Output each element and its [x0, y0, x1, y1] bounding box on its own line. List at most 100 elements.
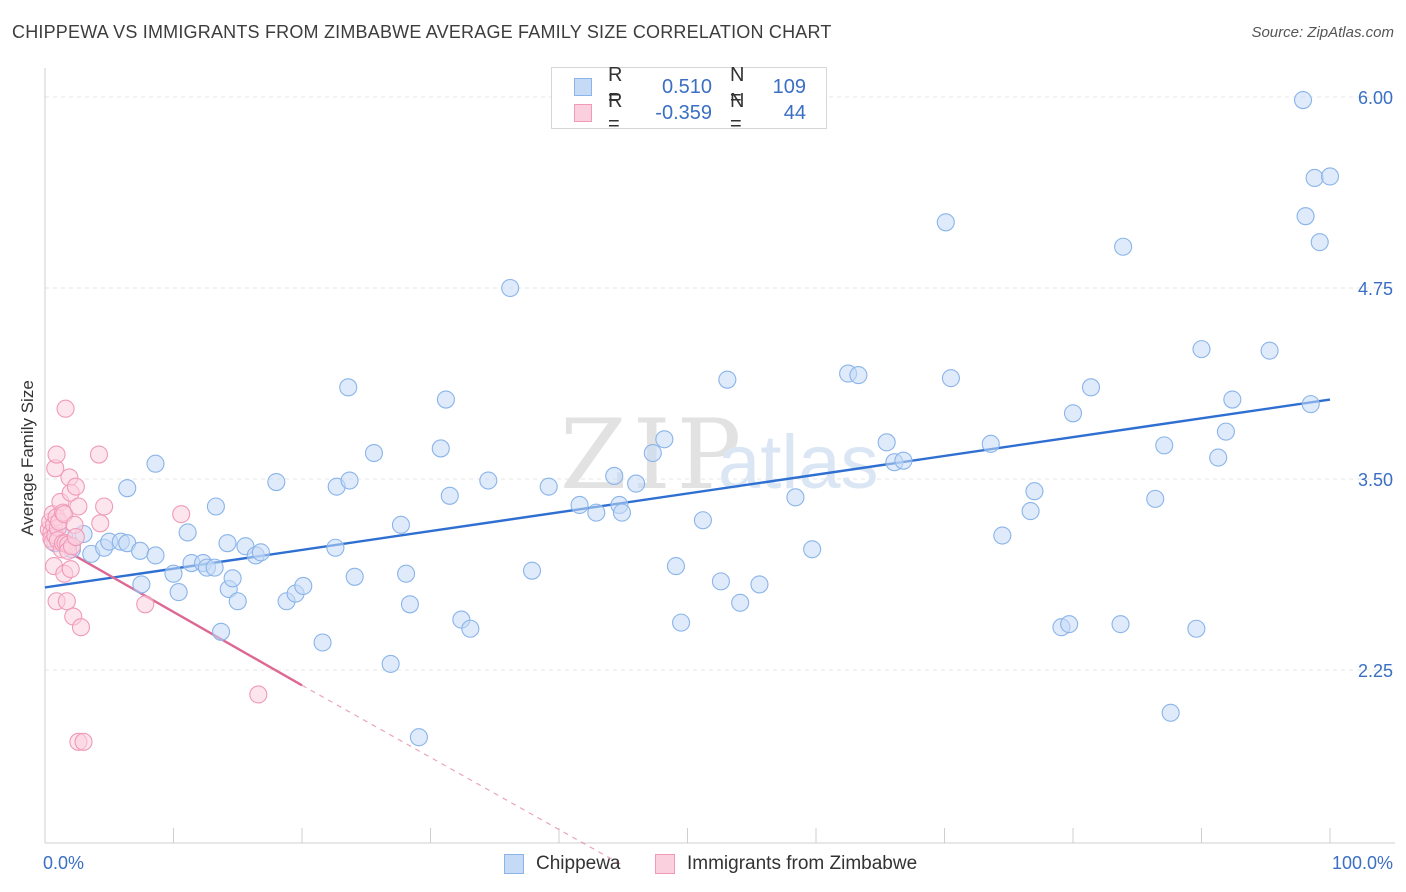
chippewa-point [409, 728, 428, 747]
chippewa-point [1111, 615, 1130, 634]
chippewa-point [1146, 489, 1165, 508]
chippewa-point [1301, 395, 1320, 414]
chippewa-point [364, 443, 384, 463]
chippewa-point [666, 557, 685, 576]
legend-item-chippewa[interactable]: Chippewa [504, 852, 621, 876]
chippewa-point [501, 278, 520, 298]
zimbabwe-point [172, 505, 191, 524]
stats-row-chippewa: R = 0.510 N = 109 [574, 64, 806, 109]
chippewa-point [786, 488, 805, 507]
chippewa-point [711, 572, 730, 591]
y-tick-label: 6.00 [1358, 88, 1393, 108]
n-value: 109 [772, 75, 806, 98]
chippewa-point [1209, 448, 1228, 467]
chippewa-point [294, 576, 313, 596]
chippewa-point [1155, 436, 1174, 455]
data-points [39, 91, 1340, 751]
chippewa-point [1187, 619, 1206, 638]
n-label: N = [730, 90, 745, 135]
chippewa-point [731, 593, 750, 612]
zimbabwe-legend-label: Immigrants from Zimbabwe [687, 853, 918, 874]
zimbabwe-trend-extension [301, 684, 624, 867]
chippewa-point [539, 477, 558, 496]
y-tick-label: 3.50 [1358, 470, 1393, 490]
zimbabwe-point [66, 477, 85, 496]
chippewa-point [1063, 404, 1083, 423]
chippewa-point [146, 454, 165, 473]
y-tick-labels: 2.25 3.50 4.75 6.00 [1358, 88, 1393, 681]
chippewa-point [941, 369, 960, 388]
chippewa-point [1296, 207, 1315, 226]
chippewa-point [627, 474, 646, 493]
chippewa-point [400, 595, 419, 614]
chippewa-point [339, 378, 358, 397]
zimbabwe-point [74, 732, 93, 751]
r-label: R = [608, 90, 623, 135]
chippewa-point [655, 430, 674, 449]
zimbabwe-point [136, 595, 155, 614]
x-tick-labels: 0.0% 100.0% [43, 853, 1393, 873]
chippewa-point [849, 366, 868, 385]
zimbabwe-legend-swatch [655, 854, 675, 874]
chippewa-point [1310, 233, 1329, 252]
stats-row-zimbabwe: R = -0.359 N = 44 [574, 90, 806, 135]
chippewa-point [587, 503, 606, 522]
chippewa-point [1025, 482, 1044, 501]
zimbabwe-point [249, 685, 268, 704]
chippewa-point [205, 558, 224, 577]
chippewa-point [1060, 615, 1079, 634]
chippewa-point [1293, 91, 1313, 110]
chippewa-point [340, 471, 359, 490]
chippewa-point [1114, 237, 1133, 256]
chippewa-point [522, 561, 542, 580]
chippewa-point [431, 439, 450, 458]
chippewa-point [267, 473, 286, 492]
chippewa-point [132, 575, 151, 594]
chippewa-point [326, 538, 345, 557]
chippewa-point [981, 434, 1000, 453]
zimbabwe-point [69, 497, 88, 516]
chippewa-point [345, 567, 364, 586]
chippewa-point [461, 619, 480, 638]
y-axis-title: Average Family Size [18, 380, 37, 536]
chippewa-point [436, 390, 455, 409]
chippewa-point [313, 633, 332, 652]
n-value: 44 [783, 101, 806, 124]
stats-legend: R = 0.510 N = 109 R = -0.359 N = 44 [551, 64, 827, 135]
chippewa-point [131, 541, 150, 560]
chippewa-legend-swatch [504, 854, 524, 874]
zimbabwe-point [66, 528, 85, 547]
chippewa-point [693, 511, 712, 530]
zimbabwe-point [47, 445, 66, 464]
chippewa-point [750, 575, 769, 594]
r-label: R = [608, 64, 623, 109]
chippewa-point [146, 546, 165, 565]
zimbabwe-point [89, 445, 109, 464]
chippewa-point [672, 613, 691, 632]
r-value: -0.359 [655, 101, 712, 124]
chippewa-point [440, 486, 459, 505]
chippewa-point [803, 540, 822, 559]
x-tick-label: 0.0% [43, 853, 84, 873]
axes [44, 68, 1395, 844]
chippewa-swatch [574, 78, 592, 96]
chippewa-point [1081, 378, 1101, 397]
chippewa-point [164, 564, 183, 583]
chippewa-point [936, 213, 955, 232]
zimbabwe-point [95, 497, 114, 516]
x-tick-label: 100.0% [1332, 853, 1393, 873]
chippewa-point [877, 433, 896, 452]
chippewa-point [206, 497, 225, 516]
zimbabwe-trend-line [44, 537, 303, 687]
chippewa-point [397, 564, 416, 583]
zimbabwe-point [56, 399, 75, 418]
chippewa-point [211, 622, 231, 641]
chippewa-point [228, 592, 247, 611]
source-label: Source: ZipAtlas.com [1251, 24, 1394, 41]
watermark: ZIP atlas [560, 399, 879, 511]
chippewa-point [1216, 422, 1235, 441]
n-label: N = [730, 64, 745, 109]
zimbabwe-point [61, 560, 80, 579]
legend-item-zimbabwe[interactable]: Immigrants from Zimbabwe [655, 852, 917, 876]
